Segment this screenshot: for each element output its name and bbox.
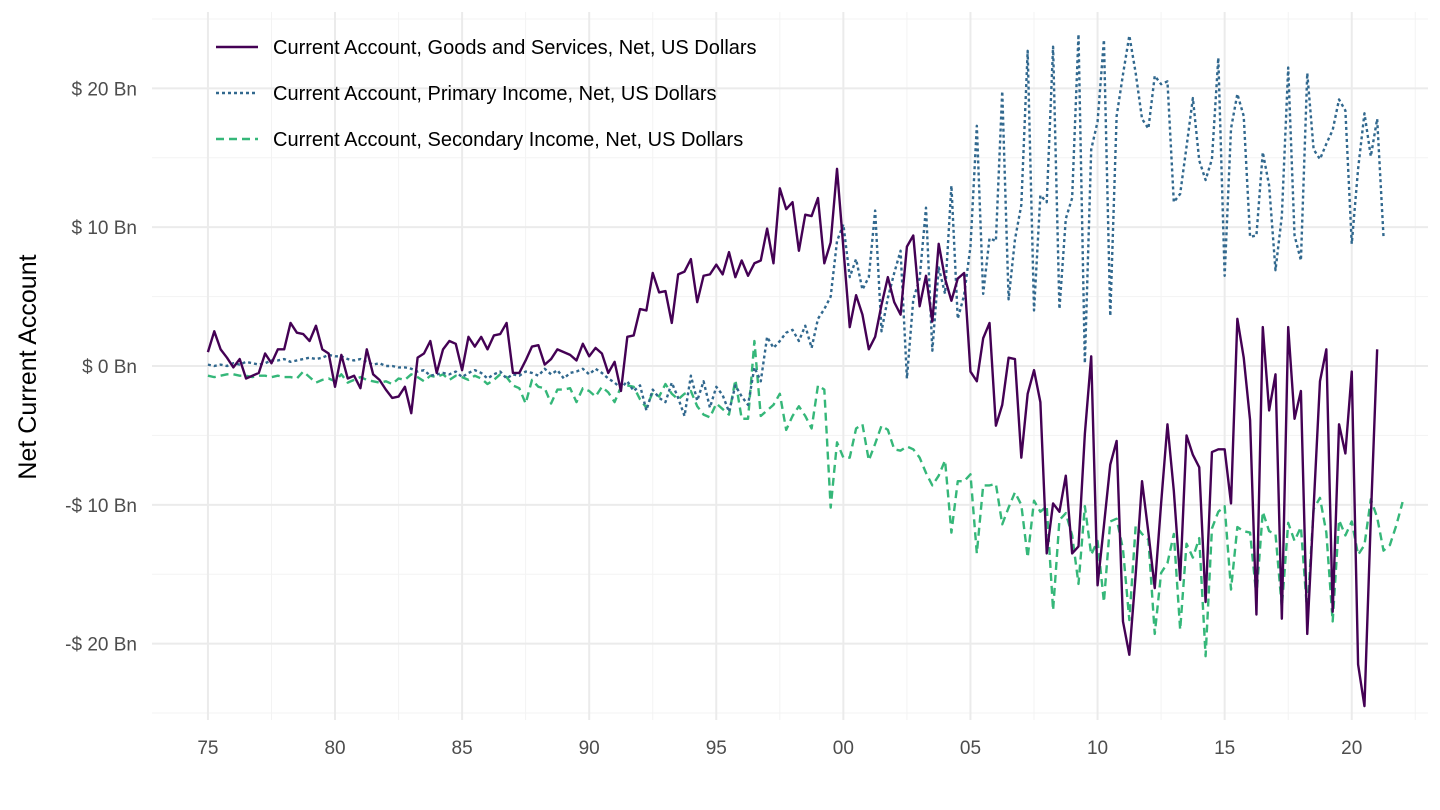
x-tick-label: 90 — [579, 738, 600, 759]
goods-services-line — [206, 167, 1379, 708]
legend-label: Current Account, Primary Income, Net, US… — [273, 83, 716, 105]
legend-item-goods-services: Current Account, Goods and Services, Net… — [216, 37, 757, 59]
y-tick-label: -$ 20 Bn — [65, 635, 137, 656]
x-tick-label: 75 — [197, 738, 218, 759]
x-tick-label: 10 — [1087, 738, 1108, 759]
legend-label: Current Account, Goods and Services, Net… — [273, 37, 757, 59]
legend-item-secondary-income: Current Account, Secondary Income, Net, … — [216, 129, 743, 151]
y-tick-label: -$ 10 Bn — [65, 496, 137, 517]
legend-label: Current Account, Secondary Income, Net, … — [273, 129, 743, 151]
x-tick-label: 95 — [706, 738, 727, 759]
x-tick-label: 15 — [1214, 738, 1235, 759]
y-axis-tick-labels: -$ 20 Bn -$ 10 Bn $ 0 Bn $ 10 Bn $ 20 Bn — [65, 79, 137, 655]
series-lines — [206, 33, 1404, 708]
y-axis-title: Net Current Account — [14, 254, 42, 479]
x-tick-label: 85 — [452, 738, 473, 759]
x-tick-label: 05 — [960, 738, 981, 759]
x-tick-label: 20 — [1341, 738, 1362, 759]
x-tick-label: 80 — [324, 738, 345, 759]
primary-income-line — [207, 33, 1385, 418]
y-tick-label: $ 10 Bn — [72, 218, 138, 239]
secondary-income-line — [207, 339, 1404, 658]
y-tick-label: $ 0 Bn — [82, 357, 137, 378]
y-tick-label: $ 20 Bn — [72, 79, 138, 100]
major-gridlines — [152, 12, 1428, 720]
x-axis-tick-labels: 75 80 85 90 95 00 05 10 15 20 — [197, 738, 1362, 759]
x-tick-label: 00 — [833, 738, 854, 759]
legend: Current Account, Goods and Services, Net… — [216, 37, 757, 151]
legend-item-primary-income: Current Account, Primary Income, Net, US… — [216, 83, 716, 105]
